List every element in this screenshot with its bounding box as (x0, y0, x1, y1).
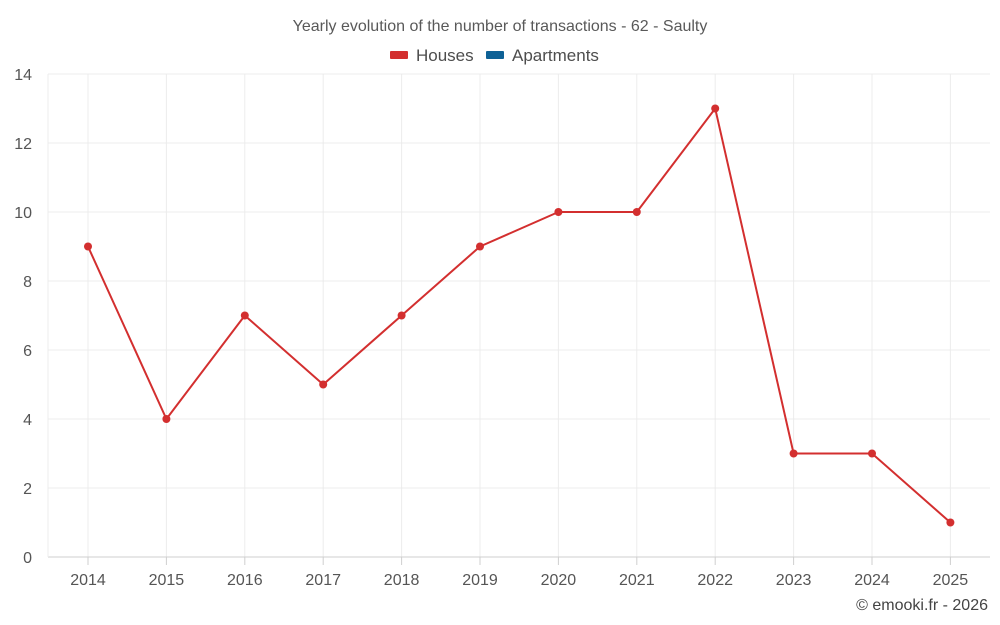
y-tick-label: 4 (23, 412, 32, 429)
data-point-houses-2017[interactable] (319, 380, 328, 389)
legend-item-houses[interactable]: Houses (390, 46, 474, 65)
data-point-houses-2019[interactable] (476, 242, 484, 251)
x-tick-label: 2021 (619, 572, 655, 589)
data-point-houses-2023[interactable] (789, 449, 798, 458)
data-point-houses-2025[interactable] (946, 518, 955, 527)
legend-label-houses: Houses (416, 46, 474, 65)
data-point-houses-2022[interactable] (711, 104, 720, 113)
data-point-houses-2018[interactable] (397, 311, 406, 320)
y-tick-label: 0 (23, 550, 32, 567)
x-tick-label: 2016 (227, 572, 263, 589)
x-tick-label: 2015 (149, 572, 185, 589)
y-tick-label: 6 (23, 343, 32, 360)
x-tick-label: 2025 (933, 572, 969, 589)
series-layer (84, 104, 955, 527)
legend-item-apartments[interactable]: Apartments (486, 46, 599, 65)
y-tick-label: 12 (14, 136, 32, 153)
data-point-houses-2016[interactable] (240, 311, 249, 320)
credit-text: © emooki.fr - 2026 (856, 597, 988, 614)
data-point-houses-2014[interactable] (84, 242, 92, 251)
data-point-houses-2020[interactable] (554, 208, 563, 216)
y-tick-label: 8 (23, 274, 32, 291)
x-tick-label: 2024 (854, 572, 890, 589)
axes: 0 2 4 6 8 10 12 14 2014 2015 2016 2017 2018 2019 2020 2… (14, 67, 990, 589)
legend-swatch-houses (390, 51, 408, 59)
chart-title: Yearly evolution of the number of transa… (293, 18, 708, 35)
grid (48, 73, 990, 557)
x-tick-label: 2019 (462, 572, 498, 589)
series-line-houses (87, 107, 952, 524)
legend: Houses Apartments (390, 46, 599, 65)
x-tick-label: 2014 (70, 572, 106, 589)
y-tick-label: 14 (14, 67, 32, 84)
x-tick-label: 2018 (384, 572, 420, 589)
x-tick-label: 2023 (776, 572, 812, 589)
y-tick-label: 2 (23, 481, 32, 498)
data-point-houses-2015[interactable] (162, 415, 171, 423)
data-point-houses-2024[interactable] (868, 449, 876, 458)
x-tick-label: 2022 (697, 572, 733, 589)
data-point-houses-2021[interactable] (632, 208, 641, 216)
legend-label-apartments: Apartments (512, 46, 599, 65)
legend-swatch-apartments (486, 51, 504, 59)
x-tick-label: 2017 (305, 572, 341, 589)
x-tick-label: 2020 (541, 572, 577, 589)
y-tick-label: 10 (14, 205, 32, 222)
